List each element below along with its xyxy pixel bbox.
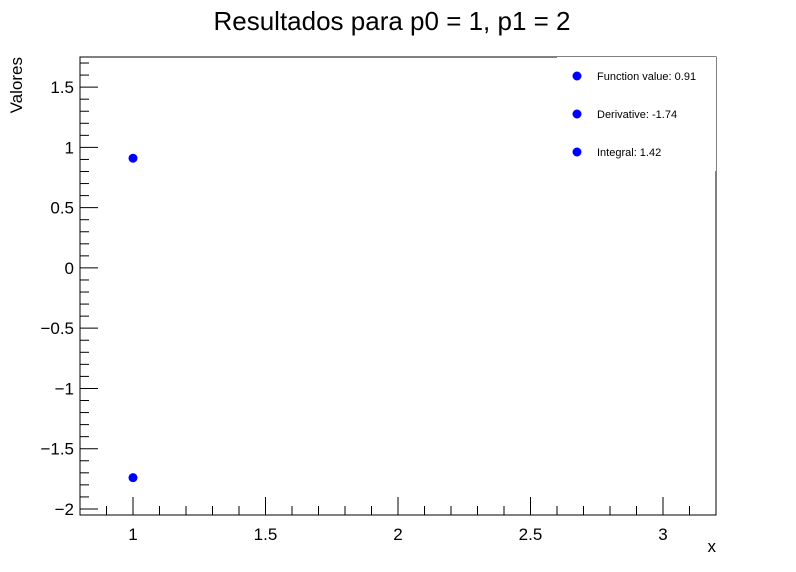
y-axis: −2 −1.5 −1 −0.5 0 0.5 1 1.5 — [40, 62, 98, 519]
y-tick-label: −1.5 — [40, 440, 74, 459]
legend-label: Integral: 1.42 — [597, 147, 661, 159]
legend-marker — [572, 147, 582, 157]
data-point — [128, 153, 138, 163]
x-axis: 1 1.5 2 2.5 3 — [79, 497, 717, 544]
legend-label: Function value: 0.91 — [597, 71, 696, 83]
y-axis-label: Valores — [7, 57, 26, 113]
y-tick-label: −2 — [55, 500, 74, 519]
x-tick-label: 1.5 — [254, 525, 278, 544]
x-tick-label: 1 — [128, 525, 137, 544]
y-tick-label: 0.5 — [50, 199, 74, 218]
y-tick-label: 1.5 — [50, 78, 74, 97]
chart-title: Resultados para p0 = 1, p1 = 2 — [213, 6, 570, 36]
legend-marker — [572, 109, 582, 119]
legend-marker — [572, 71, 582, 81]
y-tick-label: −1 — [55, 379, 74, 398]
x-axis-label: x — [708, 537, 717, 556]
legend-label: Derivative: -1.74 — [597, 109, 677, 121]
y-tick-label: 0 — [65, 259, 74, 278]
x-tick-label: 2 — [393, 525, 402, 544]
data-point — [128, 473, 138, 483]
legend: Function value: 0.91 Derivative: -1.74 Int… — [557, 57, 716, 171]
x-tick-label: 2.5 — [519, 525, 543, 544]
legend-box — [557, 57, 716, 171]
x-tick-label: 3 — [658, 525, 667, 544]
data-points — [128, 153, 138, 483]
y-tick-label: 1 — [65, 138, 74, 157]
y-tick-label: −0.5 — [40, 319, 74, 338]
